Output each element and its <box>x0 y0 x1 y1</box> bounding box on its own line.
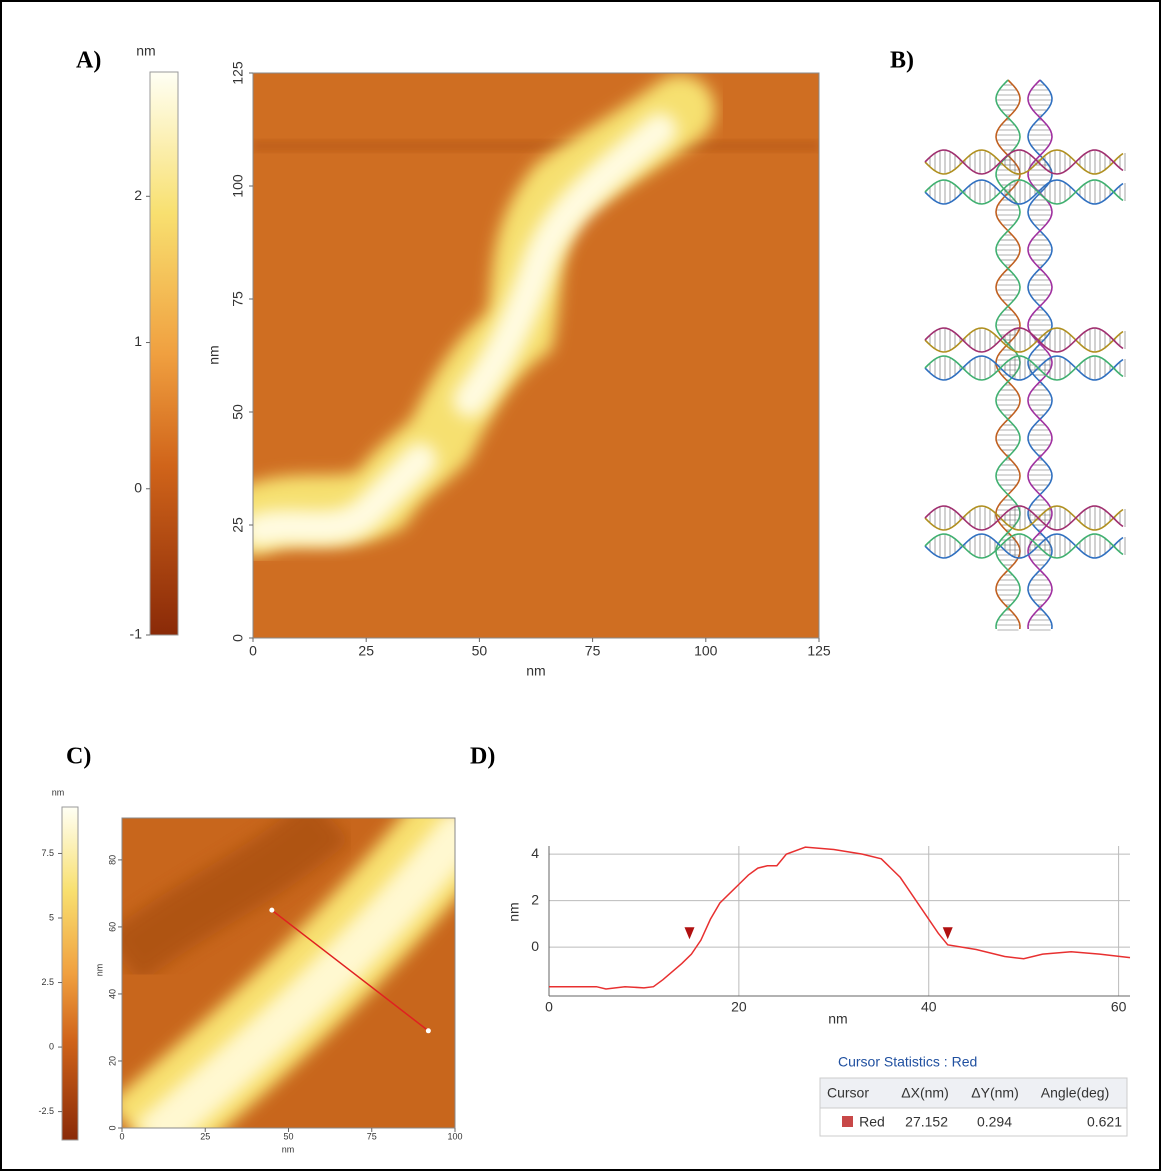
tick-label: -2.5 <box>38 1106 54 1116</box>
tick-label: -1 <box>130 626 143 642</box>
x-tick-label: 25 <box>200 1131 210 1141</box>
y-tick-label: 60 <box>107 922 117 932</box>
y-tick-label: 80 <box>107 855 117 865</box>
x-tick-label: 50 <box>472 643 488 659</box>
dna-strand <box>995 79 1021 630</box>
y-tick-label: 0 <box>531 938 539 954</box>
y-axis-label: nm <box>206 345 222 364</box>
tick-label: 2.5 <box>41 977 54 987</box>
x-tick-label: 0 <box>119 1131 124 1141</box>
dna-strand <box>924 149 1124 175</box>
x-tick-label: 20 <box>731 999 747 1015</box>
y-axis-label: nm <box>506 902 522 921</box>
tick-label: 0 <box>49 1041 54 1051</box>
panel-label: D) <box>470 744 495 770</box>
x-axis-label: nm <box>526 663 545 679</box>
y-tick-label: 100 <box>230 174 246 198</box>
colorbar-unit: nm <box>52 787 65 797</box>
x-tick-label: 75 <box>367 1131 377 1141</box>
x-tick-label: 100 <box>694 643 718 659</box>
afm-image <box>253 73 819 638</box>
table-cell: Red <box>859 1114 885 1130</box>
x-tick-label: 60 <box>1111 999 1127 1015</box>
tick-label: 7.5 <box>41 848 54 858</box>
x-tick-label: 100 <box>447 1131 462 1141</box>
dna-strand <box>924 533 1124 559</box>
table-title: Cursor Statistics : Red <box>838 1054 977 1070</box>
x-tick-label: 125 <box>807 643 831 659</box>
x-axis-label: nm <box>828 1011 847 1027</box>
y-tick-label: 25 <box>230 517 246 533</box>
x-tick-label: 40 <box>921 999 937 1015</box>
y-tick-label: 0 <box>107 1125 117 1130</box>
dna-strand <box>924 327 1124 353</box>
dna-diagram <box>924 79 1126 631</box>
panel-label: B) <box>890 48 914 74</box>
dna-strand <box>924 355 1124 381</box>
dna-strand <box>924 179 1124 205</box>
y-tick-label: 50 <box>230 404 246 420</box>
y-axis-label: nm <box>94 964 104 977</box>
colorbar-unit: nm <box>136 43 155 59</box>
x-tick-label: 0 <box>249 643 257 659</box>
tick-label: 2 <box>134 187 142 203</box>
dna-strand <box>924 533 1124 559</box>
table-cell: 27.152 <box>905 1114 948 1130</box>
y-tick-label: 125 <box>230 61 246 85</box>
y-tick-label: 0 <box>230 634 246 642</box>
profile-end <box>425 1028 431 1034</box>
tick-label: 1 <box>134 333 142 349</box>
dna-strand <box>924 505 1124 531</box>
x-axis-label: nm <box>282 1144 295 1154</box>
x-tick-label: 75 <box>585 643 601 659</box>
table-header: ΔY(nm) <box>971 1085 1018 1101</box>
y-tick-label: 2 <box>531 891 539 907</box>
cursor-marker <box>942 927 953 940</box>
afm-image <box>122 818 455 1128</box>
dna-strand <box>924 327 1124 353</box>
x-tick-label: 25 <box>358 643 374 659</box>
cursor-marker <box>684 927 695 940</box>
profile-line <box>271 909 429 1032</box>
image-border <box>252 72 820 639</box>
profile-line <box>549 846 1131 990</box>
dna-strand <box>924 149 1124 175</box>
profile-end <box>269 907 275 913</box>
tick-label: 5 <box>49 912 54 922</box>
table-header: Cursor <box>827 1085 869 1101</box>
colorbar <box>149 71 179 636</box>
dna-strand <box>924 179 1124 205</box>
table-cell: 0.294 <box>977 1114 1012 1130</box>
y-tick-label: 40 <box>107 989 117 999</box>
colorbar <box>61 806 79 1141</box>
table-cell: 0.621 <box>1087 1114 1122 1130</box>
dna-strand <box>924 355 1124 381</box>
tick-label: 0 <box>134 479 142 495</box>
y-tick-label: 75 <box>230 291 246 307</box>
y-tick-label: 20 <box>107 1056 117 1066</box>
x-tick-label: 0 <box>545 999 553 1015</box>
panel-label: C) <box>66 744 91 770</box>
table-header: Angle(deg) <box>1041 1085 1110 1101</box>
dna-strand <box>924 505 1124 531</box>
stats-table: Cursor Statistics : Red <box>819 1054 1128 1137</box>
table-header: ΔX(nm) <box>901 1085 948 1101</box>
y-tick-label: 4 <box>531 845 539 861</box>
x-tick-label: 50 <box>283 1131 293 1141</box>
panel-label: A) <box>76 48 101 74</box>
dna-strand <box>1027 79 1053 630</box>
dna-strand <box>995 79 1021 630</box>
